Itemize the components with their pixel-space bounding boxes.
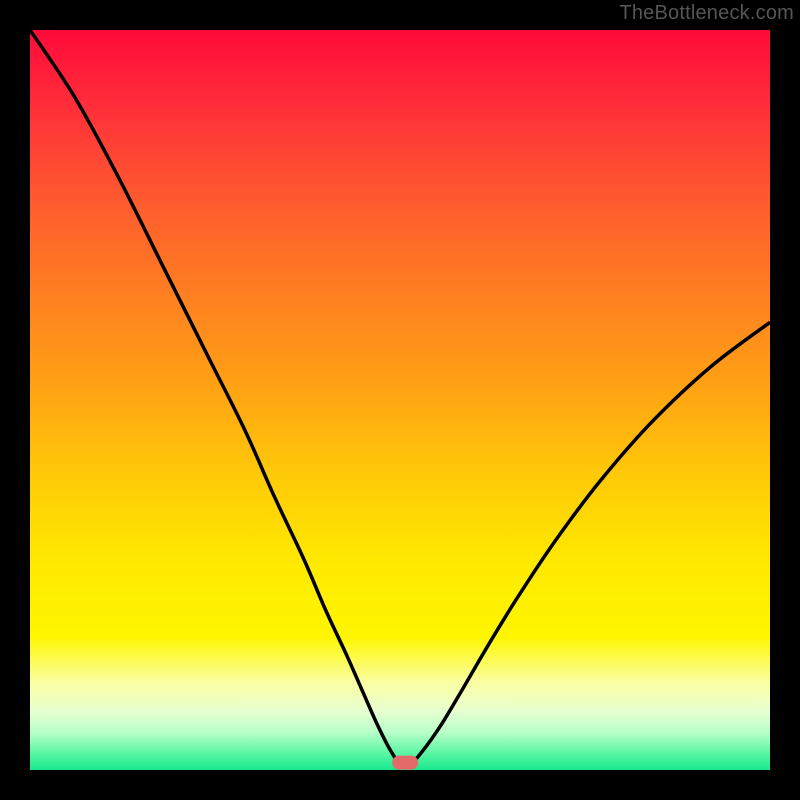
- bottleneck-chart: [0, 0, 800, 800]
- watermark-text: TheBottleneck.com: [619, 2, 794, 25]
- chart-stage: TheBottleneck.com: [0, 0, 800, 800]
- minimum-marker: [392, 756, 418, 770]
- plot-background: [30, 30, 770, 770]
